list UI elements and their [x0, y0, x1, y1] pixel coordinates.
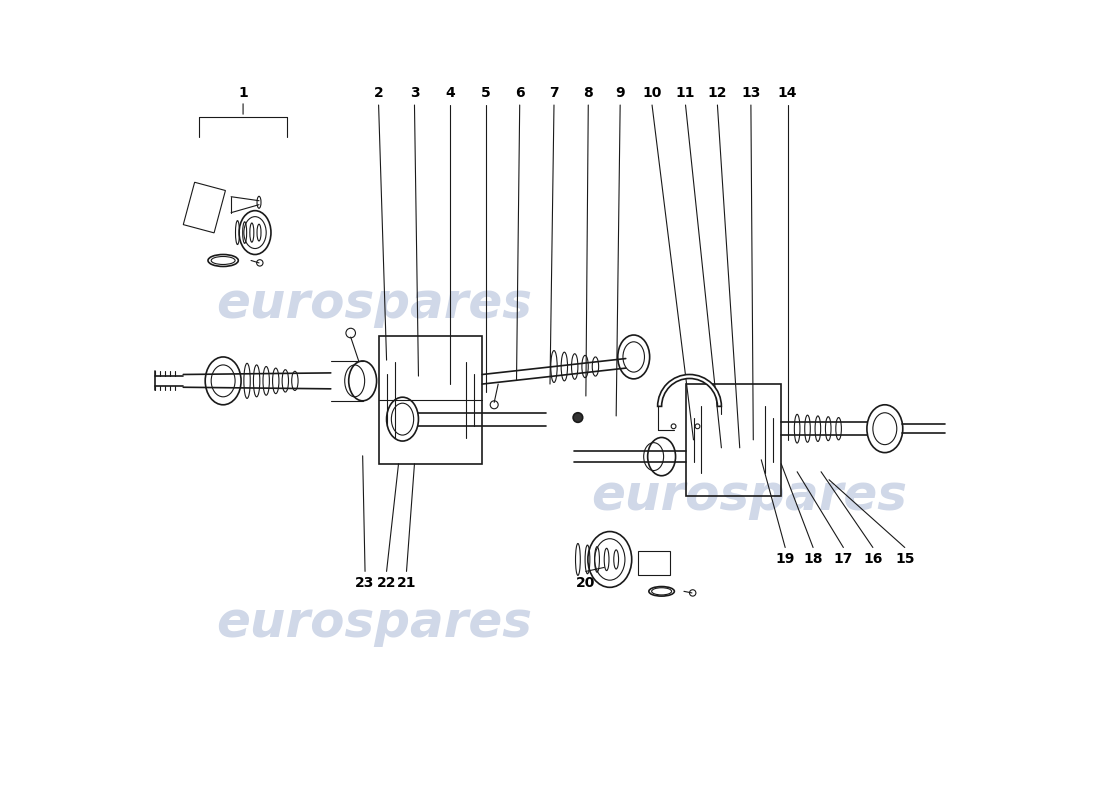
Text: 16: 16: [864, 553, 882, 566]
Text: 2: 2: [374, 86, 384, 100]
Circle shape: [573, 413, 583, 422]
Text: 18: 18: [803, 553, 823, 566]
Text: 10: 10: [642, 86, 662, 100]
Text: 11: 11: [675, 86, 695, 100]
Text: 5: 5: [482, 86, 491, 100]
Bar: [638, 551, 670, 575]
Text: 14: 14: [778, 86, 798, 100]
Text: 7: 7: [549, 86, 559, 100]
Text: 6: 6: [515, 86, 525, 100]
Text: 22: 22: [377, 576, 396, 590]
Text: eurospares: eurospares: [592, 472, 908, 520]
Text: 4: 4: [446, 86, 455, 100]
Text: 12: 12: [707, 86, 727, 100]
Text: 15: 15: [895, 553, 914, 566]
Text: 8: 8: [583, 86, 593, 100]
Text: 9: 9: [615, 86, 625, 100]
Wedge shape: [658, 374, 722, 406]
Text: 17: 17: [834, 553, 854, 566]
Bar: [184, 182, 226, 233]
Text: 19: 19: [776, 553, 795, 566]
Text: 13: 13: [741, 86, 760, 100]
Text: 3: 3: [409, 86, 419, 100]
Text: 20: 20: [576, 576, 595, 590]
Text: 23: 23: [355, 576, 375, 590]
Text: eurospares: eurospares: [217, 280, 532, 328]
Text: eurospares: eurospares: [217, 599, 532, 647]
Text: 21: 21: [397, 576, 416, 590]
Text: 1: 1: [239, 86, 248, 100]
